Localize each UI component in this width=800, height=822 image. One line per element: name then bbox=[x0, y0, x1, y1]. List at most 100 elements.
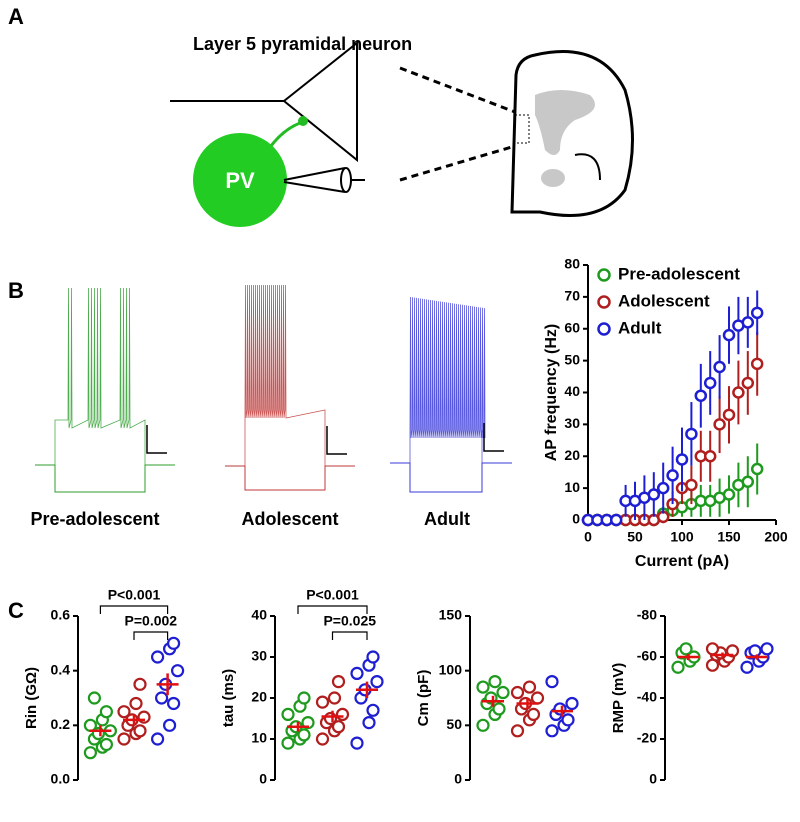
point bbox=[565, 696, 579, 711]
pv-cell bbox=[193, 133, 287, 227]
recording-site bbox=[514, 114, 530, 144]
point bbox=[167, 636, 181, 650]
y-tick-label: -40 bbox=[637, 689, 657, 705]
y-tick-label: 150 bbox=[439, 607, 463, 623]
point bbox=[685, 427, 698, 441]
point bbox=[301, 715, 315, 730]
annotation: P<0.001 bbox=[108, 587, 161, 603]
point bbox=[117, 705, 131, 719]
point bbox=[362, 715, 376, 730]
point bbox=[750, 462, 764, 476]
point bbox=[327, 691, 342, 705]
y-tick-label: 0.4 bbox=[51, 661, 71, 677]
point bbox=[151, 650, 165, 664]
y-tick-label: 0 bbox=[572, 511, 580, 527]
point bbox=[350, 666, 364, 681]
point bbox=[722, 328, 736, 342]
point bbox=[492, 702, 506, 716]
point bbox=[750, 357, 764, 371]
point bbox=[545, 674, 559, 689]
panel-letter: A bbox=[8, 4, 24, 29]
point bbox=[83, 718, 98, 732]
y-axis-label: Rin (GΩ) bbox=[23, 667, 40, 729]
y-tick-label: 0.2 bbox=[51, 716, 71, 732]
point bbox=[297, 728, 311, 742]
y-axis-label: tau (ms) bbox=[220, 669, 237, 727]
point bbox=[171, 664, 185, 678]
diagram: Layer 5 pyramidal neuron PV bbox=[170, 34, 634, 227]
y-tick-label: 70 bbox=[564, 288, 580, 304]
point bbox=[685, 478, 698, 492]
trace bbox=[390, 296, 512, 464]
trace-label: Pre-adolescent bbox=[30, 509, 159, 529]
trace bbox=[35, 464, 175, 493]
y-tick-label: 10 bbox=[251, 730, 267, 746]
point bbox=[476, 718, 490, 732]
legend-label: Adolescent bbox=[618, 291, 710, 310]
y-tick-label: 0 bbox=[454, 771, 462, 787]
y-axis-label: RMP (mV) bbox=[610, 663, 627, 734]
point bbox=[561, 713, 575, 727]
point bbox=[725, 644, 740, 658]
y-tick-label: 0.0 bbox=[51, 771, 71, 787]
point bbox=[315, 732, 330, 746]
point bbox=[281, 736, 295, 750]
point bbox=[671, 660, 685, 674]
point bbox=[703, 450, 717, 463]
striatum bbox=[535, 90, 595, 155]
y-tick-label: 50 bbox=[564, 351, 580, 367]
bracket bbox=[297, 605, 368, 614]
point bbox=[748, 644, 762, 658]
point bbox=[741, 475, 755, 488]
point bbox=[740, 660, 754, 674]
y-tick-label: 50 bbox=[446, 716, 462, 732]
point bbox=[133, 677, 147, 691]
x-tick-label: 0 bbox=[584, 529, 592, 545]
point bbox=[366, 650, 380, 664]
point bbox=[476, 680, 490, 694]
trace bbox=[225, 284, 355, 467]
trace-label: Adolescent bbox=[241, 509, 338, 529]
point bbox=[133, 724, 147, 738]
legend-marker bbox=[597, 322, 611, 336]
point bbox=[331, 674, 346, 689]
y-tick-label: 100 bbox=[439, 661, 463, 677]
point bbox=[331, 720, 346, 734]
point bbox=[488, 674, 502, 689]
annotation: P=0.002 bbox=[125, 613, 178, 629]
y-tick-label: -60 bbox=[637, 648, 657, 664]
point bbox=[350, 736, 364, 750]
y-tick-label: 10 bbox=[564, 479, 580, 495]
point bbox=[609, 513, 623, 527]
point bbox=[87, 691, 102, 705]
point bbox=[167, 696, 181, 711]
point bbox=[297, 691, 311, 705]
brain-slice bbox=[510, 50, 634, 217]
y-tick-label: 0.6 bbox=[51, 607, 71, 623]
point bbox=[366, 703, 380, 717]
point bbox=[722, 488, 736, 501]
x-tick-label: 200 bbox=[764, 529, 788, 545]
legend-marker bbox=[597, 268, 611, 282]
panel-letter: B bbox=[8, 278, 24, 303]
x-tick-label: 50 bbox=[627, 529, 643, 545]
point bbox=[530, 691, 545, 705]
point bbox=[510, 685, 525, 700]
trace-label: Adult bbox=[424, 509, 470, 529]
point bbox=[129, 696, 143, 711]
diagram-title: Layer 5 pyramidal neuron bbox=[193, 34, 412, 54]
y-tick-label: 40 bbox=[564, 383, 580, 399]
zoom-lines bbox=[399, 66, 516, 182]
point bbox=[323, 711, 338, 726]
y-tick-label: 30 bbox=[251, 648, 267, 664]
y-axis-label: AP frequency (Hz) bbox=[543, 324, 560, 462]
point bbox=[545, 724, 559, 738]
trace bbox=[390, 462, 512, 493]
point bbox=[679, 642, 693, 656]
y-tick-label: -20 bbox=[637, 730, 657, 746]
cell-label: PV bbox=[225, 168, 255, 193]
traces bbox=[35, 284, 512, 493]
x-axis-label: Current (pA) bbox=[635, 553, 729, 570]
bracket bbox=[99, 605, 169, 614]
